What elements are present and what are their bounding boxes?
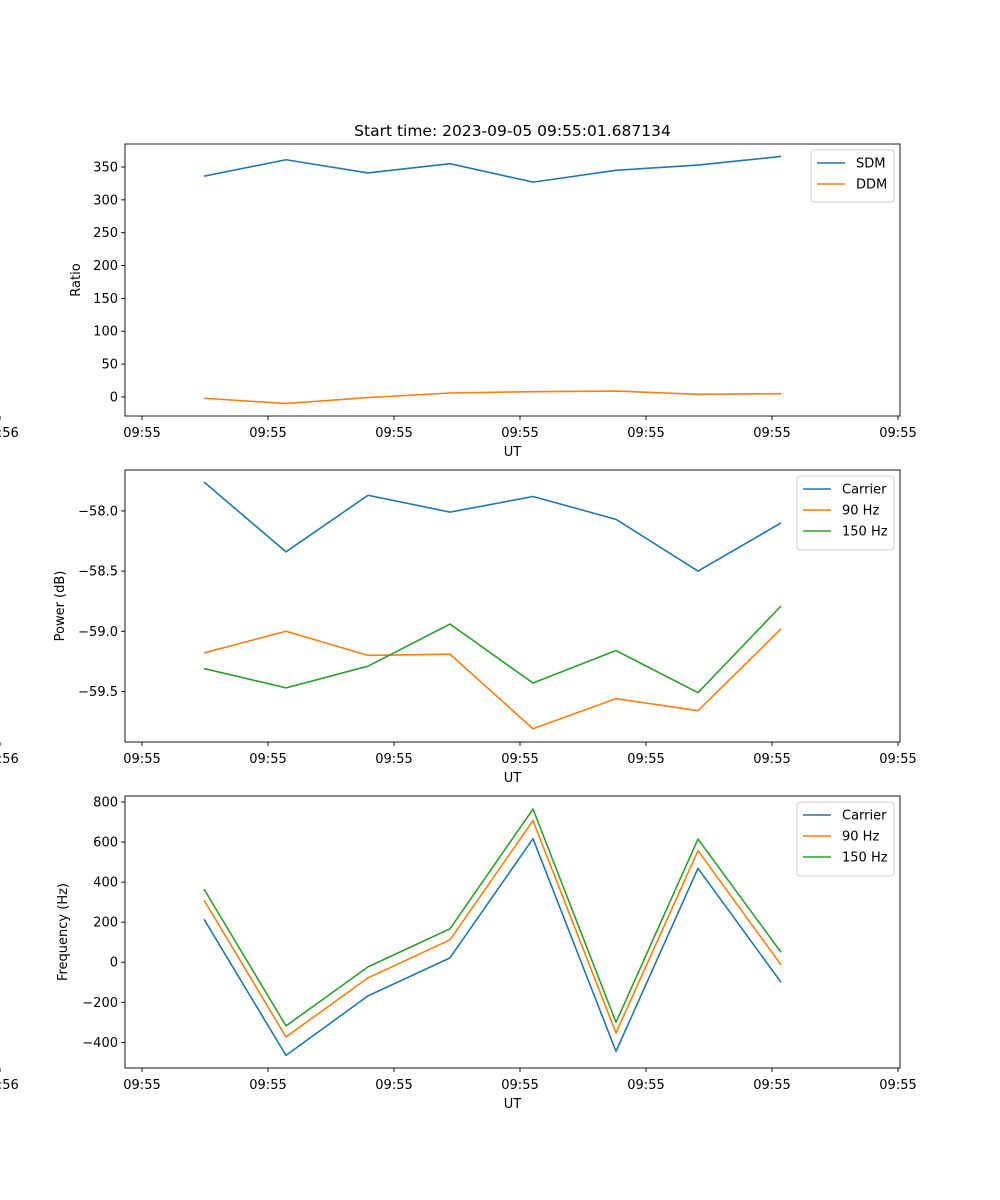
x-tick-label: 09:55 <box>753 1078 790 1093</box>
x-tick-label: 09:55 <box>123 426 160 441</box>
legend-label: SDM <box>856 157 885 172</box>
y-tick-label: 250 <box>93 226 118 241</box>
x-tick-label: 09:55 <box>879 1078 916 1093</box>
x-tick-label: 09:55 <box>627 426 664 441</box>
x-tick-label: 09:55 <box>501 1078 538 1093</box>
x-tick-label: 09:55 <box>501 752 538 767</box>
x-tick-label: 09:55 <box>375 426 412 441</box>
legend-label: Carrier <box>842 809 887 824</box>
x-tick-label: 09:55 <box>375 1078 412 1093</box>
x-tick-label: 09:56 <box>0 752 19 767</box>
x-tick-label: 09:55 <box>123 1078 160 1093</box>
legend-label: 150 Hz <box>842 851 888 866</box>
y-tick-label: 800 <box>93 796 118 811</box>
y-tick-label: −200 <box>82 996 118 1011</box>
chart-panel-2: 09:55 09:55 09:55 09:55 09:55 09:55 09:55 09:56… <box>0 469 917 786</box>
y-axis-label: Frequency (Hz) <box>56 883 71 981</box>
y-tick-label: −400 <box>82 1036 118 1051</box>
legend-label: 150 Hz <box>842 525 888 540</box>
series-line-carrier <box>203 481 782 572</box>
axes-frame <box>124 795 901 1069</box>
series-line-sdm <box>203 155 782 183</box>
x-tick-label: 09:55 <box>123 752 160 767</box>
x-tick-label: 09:55 <box>879 752 916 767</box>
axes-frame <box>124 143 901 417</box>
y-tick-label: 150 <box>93 292 118 307</box>
x-tick-label: 09:55 <box>375 752 412 767</box>
y-tick-label: −58.5 <box>78 565 118 580</box>
x-tick-label: 09:55 <box>249 426 286 441</box>
x-tick-label: 09:55 <box>753 426 790 441</box>
legend: Carrier 90 Hz 150 Hz <box>796 801 895 877</box>
y-tick-label: −59.5 <box>78 685 118 700</box>
series-line-90-hz <box>203 628 782 730</box>
x-tick-label: 09:55 <box>627 1078 664 1093</box>
y-tick-label: 50 <box>101 358 118 373</box>
figure-title: Start time: 2023-09-05 09:55:01.687134 <box>354 122 671 140</box>
x-axis-label: UT <box>504 445 522 460</box>
x-tick-label: 09:55 <box>249 752 286 767</box>
y-tick-label: −58.0 <box>78 504 118 519</box>
legend-label: Carrier <box>842 483 887 498</box>
y-tick-label: 0 <box>110 956 118 971</box>
y-tick-label: 400 <box>93 876 118 891</box>
series-line-carrier <box>203 837 782 1057</box>
x-tick-label: 09:56 <box>0 1078 19 1093</box>
x-axis-label: UT <box>504 1097 522 1112</box>
legend-label: DDM <box>856 178 887 193</box>
x-tick-label: 09:55 <box>753 752 790 767</box>
legend-label: 90 Hz <box>842 830 879 845</box>
y-axis-label: Ratio <box>69 263 84 296</box>
legend-label: 90 Hz <box>842 504 879 519</box>
y-tick-label: 200 <box>93 916 118 931</box>
y-tick-label: 0 <box>110 390 118 405</box>
y-tick-label: 600 <box>93 836 118 851</box>
y-tick-label: 200 <box>93 259 118 274</box>
x-tick-label: 09:56 <box>0 426 19 441</box>
x-tick-label: 09:55 <box>627 752 664 767</box>
series-line-ddm <box>203 390 782 405</box>
series-line-150-hz <box>203 605 782 694</box>
y-axis-label: Power (dB) <box>53 571 68 642</box>
y-tick-label: 300 <box>93 193 118 208</box>
x-tick-label: 09:55 <box>249 1078 286 1093</box>
y-tick-label: −59.0 <box>78 625 118 640</box>
x-tick-label: 09:55 <box>501 426 538 441</box>
x-axis-label: UT <box>504 771 522 786</box>
series-line-150-hz <box>203 808 782 1027</box>
axes-frame <box>124 469 901 743</box>
series-line-90-hz <box>203 819 782 1038</box>
chart-panel-1: 09:55 09:55 09:55 09:55 09:55 09:55 09:55 09:56… <box>0 143 917 460</box>
y-tick-label: 100 <box>93 325 118 340</box>
x-tick-label: 09:55 <box>879 426 916 441</box>
chart-panel-3: 09:55 09:55 09:55 09:55 09:55 09:55 09:55 09:56… <box>0 796 917 1112</box>
legend: Carrier 90 Hz 150 Hz <box>796 475 895 551</box>
legend: SDM DDM <box>810 149 895 203</box>
y-tick-label: 350 <box>93 160 118 175</box>
